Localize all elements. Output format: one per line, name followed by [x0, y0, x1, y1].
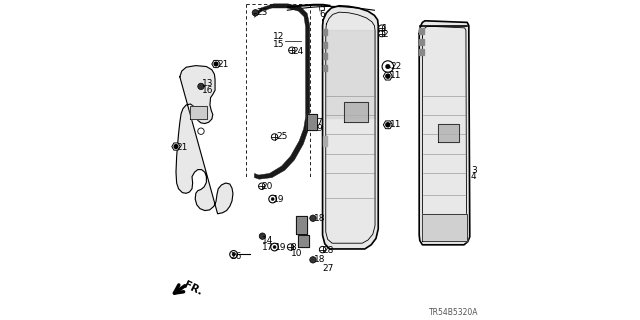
Text: 2: 2 [383, 30, 388, 39]
Polygon shape [323, 65, 327, 71]
Text: 5: 5 [319, 4, 325, 12]
Circle shape [198, 128, 204, 134]
Polygon shape [422, 214, 467, 241]
Text: 11: 11 [390, 71, 402, 80]
Circle shape [382, 61, 394, 72]
Circle shape [386, 123, 390, 127]
Text: 28: 28 [323, 246, 334, 255]
Polygon shape [419, 28, 424, 34]
Text: 6: 6 [319, 10, 325, 19]
Text: 10: 10 [291, 249, 302, 258]
Circle shape [379, 30, 385, 37]
Polygon shape [323, 6, 378, 249]
Text: 21: 21 [217, 60, 228, 68]
Polygon shape [296, 216, 307, 234]
Text: 15: 15 [273, 40, 284, 49]
Circle shape [379, 25, 385, 31]
Circle shape [174, 145, 178, 148]
Circle shape [214, 62, 218, 66]
Circle shape [271, 134, 278, 140]
Text: 17: 17 [262, 243, 273, 252]
Polygon shape [383, 121, 392, 129]
Circle shape [289, 47, 295, 53]
Circle shape [230, 251, 237, 258]
Text: 9: 9 [316, 124, 322, 133]
Text: 14: 14 [262, 236, 273, 245]
Polygon shape [344, 102, 368, 122]
Text: 24: 24 [292, 47, 304, 56]
Polygon shape [323, 29, 327, 35]
Text: 8: 8 [291, 243, 296, 252]
Circle shape [385, 64, 390, 69]
Circle shape [259, 183, 265, 189]
PathPatch shape [254, 4, 310, 179]
Text: 21: 21 [177, 143, 188, 152]
Text: 18: 18 [314, 255, 325, 264]
Polygon shape [323, 53, 327, 59]
Polygon shape [298, 235, 310, 247]
Circle shape [198, 83, 204, 90]
Polygon shape [212, 60, 220, 68]
Text: 22: 22 [390, 62, 402, 71]
Polygon shape [176, 66, 233, 214]
Circle shape [271, 197, 274, 201]
Text: 20: 20 [262, 182, 273, 191]
Text: 19: 19 [275, 243, 286, 252]
Polygon shape [172, 143, 180, 150]
Text: TR54B5320A: TR54B5320A [429, 308, 479, 317]
Polygon shape [323, 136, 327, 146]
Circle shape [310, 257, 316, 263]
Text: 18: 18 [314, 214, 325, 223]
Circle shape [271, 243, 278, 251]
Text: 13: 13 [202, 79, 213, 88]
Text: FR.: FR. [182, 280, 204, 297]
Polygon shape [191, 106, 207, 119]
Text: 27: 27 [323, 264, 334, 273]
Text: 7: 7 [316, 118, 322, 127]
Text: 16: 16 [202, 86, 213, 95]
Polygon shape [383, 72, 392, 80]
Circle shape [273, 245, 276, 249]
Polygon shape [419, 21, 470, 245]
Text: 4: 4 [471, 172, 477, 181]
Circle shape [287, 244, 294, 250]
Text: 1: 1 [383, 24, 388, 33]
Text: 11: 11 [390, 120, 402, 129]
Text: 23: 23 [256, 8, 268, 17]
Circle shape [252, 10, 259, 16]
Polygon shape [307, 114, 317, 130]
Polygon shape [419, 39, 424, 45]
Text: 25: 25 [277, 132, 288, 141]
Text: 12: 12 [273, 32, 284, 41]
Polygon shape [438, 124, 460, 142]
Text: 3: 3 [471, 166, 477, 175]
Text: 19: 19 [273, 195, 284, 204]
Circle shape [310, 215, 316, 221]
Circle shape [259, 233, 266, 239]
Text: 26: 26 [230, 252, 242, 261]
Polygon shape [323, 42, 327, 48]
Circle shape [386, 74, 390, 78]
Circle shape [232, 253, 235, 256]
Circle shape [269, 195, 276, 203]
Polygon shape [419, 49, 424, 55]
Circle shape [319, 246, 326, 253]
Polygon shape [326, 30, 375, 118]
